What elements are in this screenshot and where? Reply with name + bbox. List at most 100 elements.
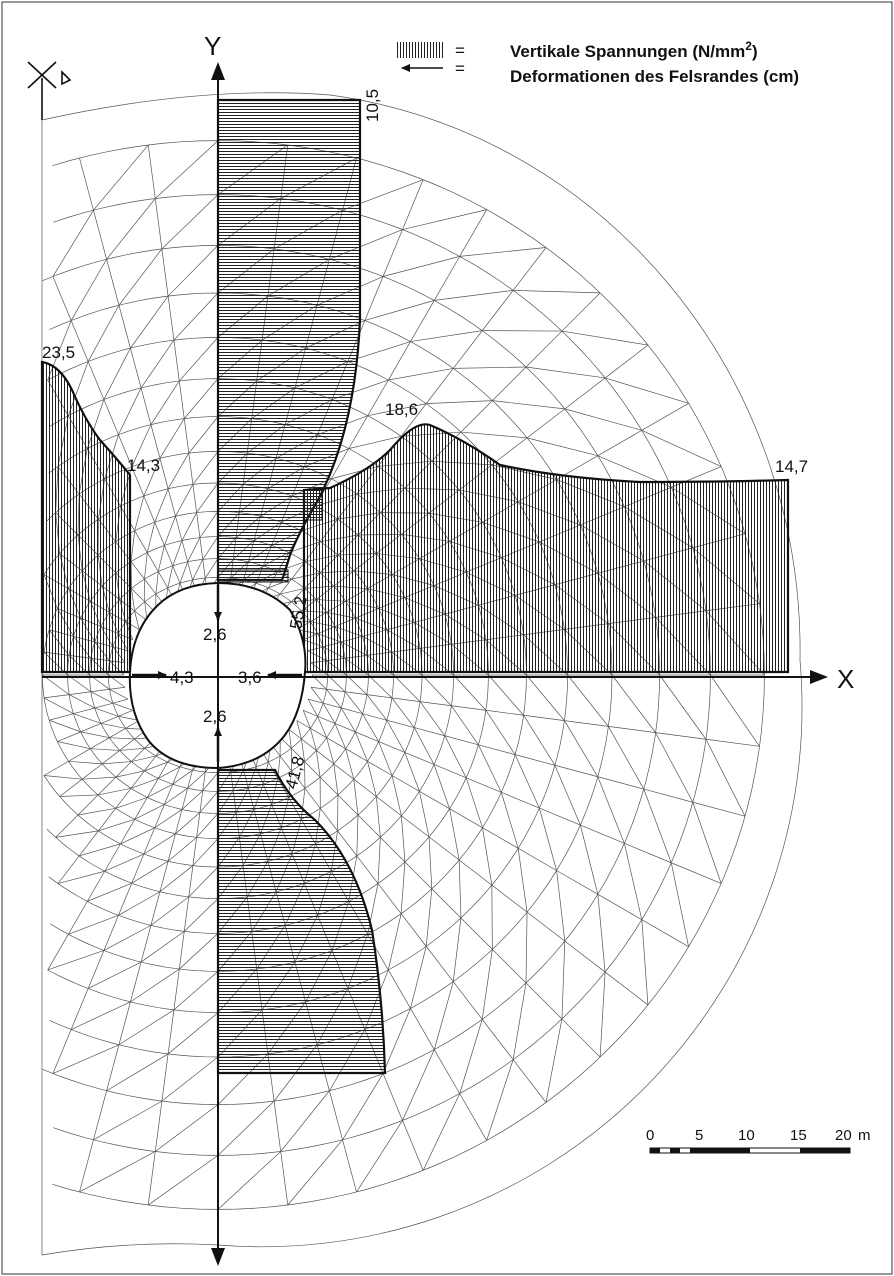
mesh-diagonal-segment bbox=[433, 981, 454, 1050]
mesh-radial-segment bbox=[334, 723, 356, 733]
mesh-diagonal-segment bbox=[79, 843, 121, 857]
mesh-diagonal-segment bbox=[49, 719, 81, 733]
mesh-diagonal-segment bbox=[444, 735, 467, 778]
x-axis-arrowhead bbox=[810, 670, 828, 684]
mesh-radial-segment bbox=[73, 707, 95, 715]
mesh-diagonal-segment bbox=[486, 1059, 514, 1141]
mesh-diagonal-segment bbox=[641, 919, 649, 1005]
mesh-diagonal-segment bbox=[391, 697, 415, 728]
mesh-ring bbox=[53, 194, 711, 1156]
mesh-diagonal-segment bbox=[173, 971, 219, 1011]
mesh-radial-segment bbox=[172, 766, 181, 785]
mesh-diagonal-segment bbox=[148, 1155, 219, 1206]
mesh-diagonal-segment bbox=[643, 788, 672, 863]
mesh-radial-segment bbox=[52, 276, 72, 321]
mesh-radial-segment bbox=[459, 1093, 488, 1141]
mesh-diagonal-segment bbox=[344, 691, 363, 714]
mesh-diagonal-segment bbox=[641, 429, 722, 467]
mesh-diagonal-segment bbox=[378, 741, 393, 776]
mesh-radial-segment bbox=[624, 842, 672, 864]
scale-tick-15: 15 bbox=[790, 1127, 807, 1144]
mesh-radial-segment bbox=[192, 837, 197, 866]
mesh-radial-segment bbox=[348, 415, 369, 449]
mesh-diagonal-segment bbox=[102, 761, 132, 765]
mesh-diagonal-segment bbox=[334, 723, 346, 749]
mesh-diagonal-segment bbox=[386, 720, 406, 753]
mesh-radial-segment bbox=[196, 812, 201, 838]
mesh-diagonal-segment bbox=[130, 530, 136, 562]
legend: = = Vertikale Spannungen (N/mm2) Deforma… bbox=[395, 39, 799, 86]
mesh-radial-segment bbox=[345, 748, 368, 762]
mesh-radial-segment bbox=[146, 778, 159, 798]
mesh-radial-segment bbox=[402, 1120, 424, 1171]
mesh-radial-segment bbox=[492, 949, 527, 984]
mesh-radial-segment bbox=[539, 807, 581, 826]
mesh-radial-segment bbox=[355, 731, 379, 742]
mesh-diagonal-segment bbox=[118, 387, 142, 435]
mesh-diagonal-segment bbox=[366, 694, 388, 721]
x-axis-label: X bbox=[837, 664, 854, 694]
mesh-radial-segment bbox=[101, 750, 120, 765]
mesh-diagonal-segment bbox=[106, 1053, 169, 1092]
mesh-diagonal-segment bbox=[167, 245, 219, 297]
mesh-radial-segment bbox=[118, 883, 133, 916]
mesh-radial-segment bbox=[164, 784, 174, 805]
mesh-diagonal-segment bbox=[184, 898, 219, 932]
mesh-radial-segment bbox=[115, 788, 132, 809]
mesh-diagonal-segment bbox=[217, 1151, 281, 1210]
mesh-diagonal-segment bbox=[597, 894, 606, 973]
mesh-diagonal-segment bbox=[655, 732, 694, 803]
mesh-radial-segment bbox=[188, 453, 194, 485]
mesh-diagonal-segment bbox=[93, 1100, 163, 1141]
mesh-radial-segment bbox=[90, 688, 110, 693]
mesh-diagonal-segment bbox=[217, 1100, 275, 1156]
mesh-radial-segment bbox=[172, 565, 181, 584]
mesh-radial-segment bbox=[337, 794, 359, 816]
mesh-diagonal-segment bbox=[179, 933, 219, 970]
mesh-diagonal-segment bbox=[567, 674, 609, 727]
mesh-diagonal-segment bbox=[187, 771, 206, 789]
mesh-radial-segment bbox=[404, 861, 433, 890]
mesh-radial-segment bbox=[671, 862, 722, 884]
mesh-diagonal-segment bbox=[130, 295, 169, 349]
mesh-radial-segment bbox=[322, 702, 342, 709]
mesh-radial-segment bbox=[310, 686, 327, 690]
mesh-radial-segment bbox=[106, 1044, 120, 1091]
mesh-radial-segment bbox=[444, 735, 479, 746]
mesh-diagonal-segment bbox=[115, 797, 148, 809]
mesh-diagonal-segment bbox=[155, 1104, 219, 1152]
vertical-stress-left-region bbox=[40, 360, 132, 674]
mesh-radial-segment bbox=[146, 552, 159, 572]
mesh-radial-segment bbox=[167, 1009, 175, 1054]
mesh-diagonal-segment bbox=[545, 1018, 563, 1103]
mesh-radial-segment bbox=[134, 797, 148, 820]
scale-tick-0: 0 bbox=[646, 1127, 654, 1144]
mesh-radial-segment bbox=[280, 1151, 289, 1206]
mesh-diagonal-segment bbox=[296, 720, 302, 740]
mesh-radial-segment bbox=[100, 715, 119, 724]
mesh-diagonal-segment bbox=[523, 715, 556, 766]
mesh-radial-segment bbox=[112, 698, 129, 704]
mesh-diagonal-segment bbox=[599, 972, 606, 1058]
mesh-diagonal-segment bbox=[597, 776, 625, 844]
mesh-diagonal-segment bbox=[143, 458, 161, 497]
mesh-diagonal-segment bbox=[154, 488, 169, 523]
mesh-diagonal-segment bbox=[199, 511, 219, 538]
mesh-radial-segment bbox=[451, 705, 486, 711]
mesh-radial-segment bbox=[556, 870, 599, 895]
mesh-radial-segment bbox=[130, 770, 145, 789]
mesh-radial-segment bbox=[362, 713, 387, 721]
mesh-diagonal-segment bbox=[280, 588, 305, 595]
mesh-diagonal-segment bbox=[167, 837, 197, 862]
mesh-radial-segment bbox=[525, 982, 563, 1020]
mesh-radial-segment bbox=[192, 484, 197, 513]
mesh-diagonal-segment bbox=[301, 738, 305, 762]
mesh-diagonal-segment bbox=[119, 747, 145, 751]
scale-unit: m bbox=[858, 1127, 871, 1144]
mesh-radial-segment bbox=[187, 561, 193, 581]
mesh-radial-segment bbox=[288, 729, 302, 740]
mesh-diagonal-segment bbox=[118, 715, 140, 721]
mesh-radial-segment bbox=[641, 919, 689, 948]
mesh-radial-segment bbox=[420, 701, 452, 707]
